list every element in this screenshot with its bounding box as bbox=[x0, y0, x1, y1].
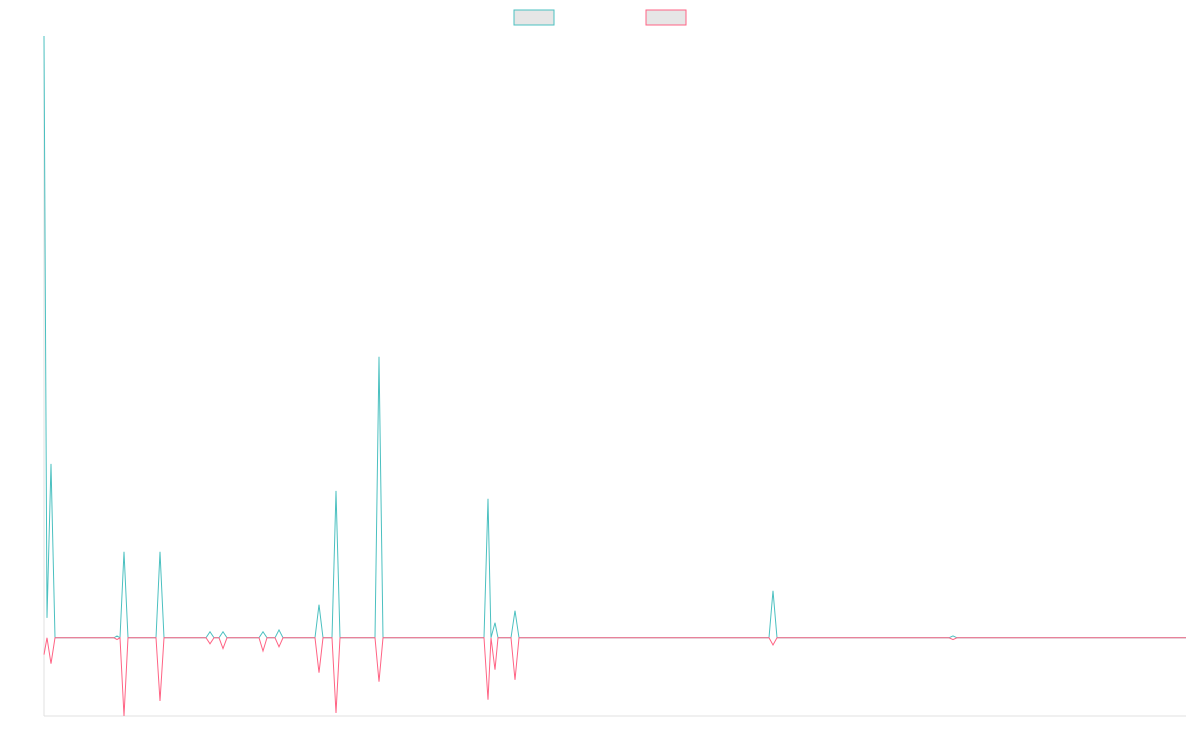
legend-swatch[interactable] bbox=[513, 9, 555, 26]
series-line bbox=[43, 35, 1186, 639]
legend-swatch[interactable] bbox=[645, 9, 687, 26]
series-line bbox=[43, 636, 1186, 717]
